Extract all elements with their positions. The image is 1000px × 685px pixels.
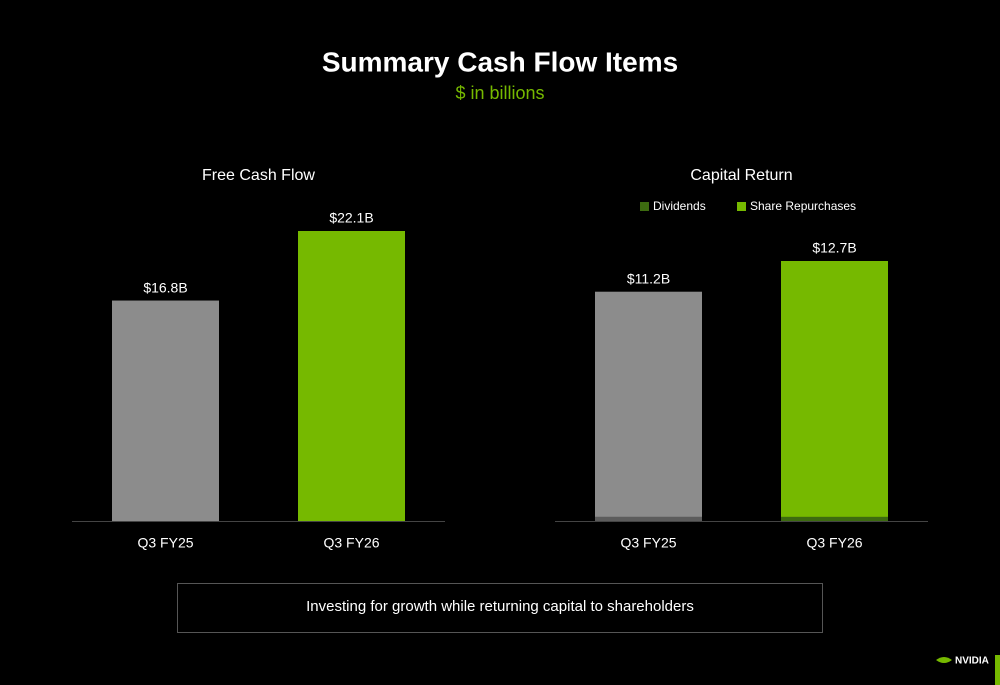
bar-segment	[595, 291, 702, 517]
total-label: $12.7B	[812, 240, 856, 256]
bar-segment	[781, 516, 888, 521]
chart-title: Capital Return	[690, 167, 792, 184]
value-label: $22.1B	[329, 210, 373, 226]
total-label: $11.2B	[627, 270, 670, 286]
chart-title: Free Cash Flow	[202, 167, 315, 184]
bar	[298, 231, 405, 521]
bar-segment	[595, 516, 702, 521]
footer-text: Investing for growth while returning cap…	[306, 598, 694, 615]
footer-box	[177, 583, 823, 633]
logo-text: NVIDIA	[955, 656, 989, 667]
legend-label: Share Repurchases	[750, 199, 856, 213]
legend-swatch	[640, 202, 649, 211]
x-tick-label: Q3 FY26	[806, 535, 862, 551]
value-label: $16.8B	[143, 279, 187, 295]
logo-mark	[936, 657, 952, 663]
bar	[112, 300, 219, 521]
slide-title: Summary Cash Flow Items	[322, 46, 678, 77]
x-tick-label: Q3 FY26	[323, 535, 379, 551]
x-tick-label: Q3 FY25	[620, 535, 676, 551]
legend-swatch	[737, 202, 746, 211]
x-tick-label: Q3 FY25	[137, 535, 193, 551]
slide-subtitle: $ in billions	[455, 83, 544, 103]
bar-segment	[781, 261, 888, 517]
legend-label: Dividends	[653, 199, 706, 213]
accent-strip	[995, 655, 1000, 685]
